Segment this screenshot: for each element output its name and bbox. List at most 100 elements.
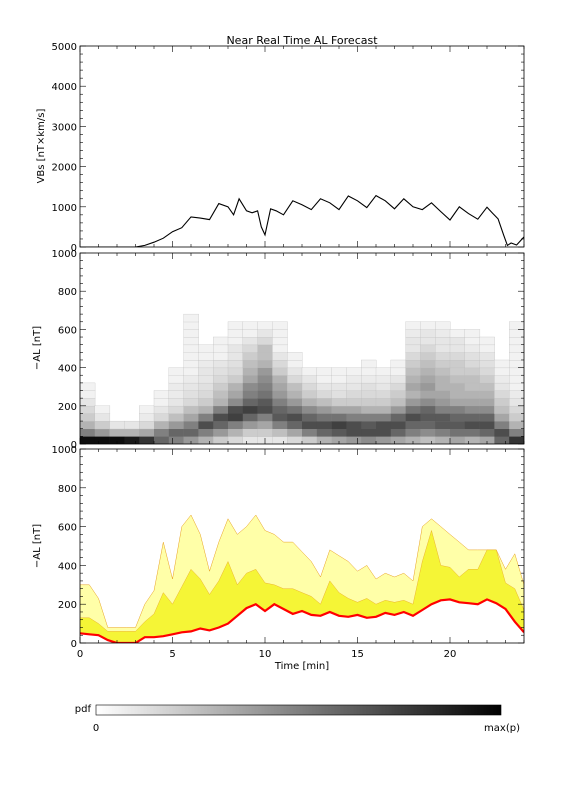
pdf-cell bbox=[479, 359, 495, 369]
pdf-cell bbox=[390, 375, 407, 384]
pdf-cell bbox=[257, 352, 273, 361]
forecast-xtick-label: 15 bbox=[351, 649, 364, 660]
pdf-cell bbox=[494, 367, 510, 376]
pdf-cell bbox=[80, 413, 96, 422]
pdf-cell bbox=[479, 336, 495, 346]
pdf-cell bbox=[316, 421, 332, 429]
pdf-cell bbox=[302, 398, 318, 407]
pdf-cell bbox=[272, 382, 288, 391]
pdf-cell bbox=[124, 436, 140, 444]
pdf-cell bbox=[464, 344, 481, 353]
pdf-cell bbox=[509, 336, 524, 346]
pdf-cell bbox=[287, 390, 303, 399]
pdf-cell bbox=[494, 428, 510, 437]
pdf-cell bbox=[316, 375, 333, 384]
pdf-cell bbox=[183, 428, 199, 437]
pdf-cell bbox=[509, 329, 524, 338]
vbs-y-ticks: 0 1000 2000 3000 4000 5000 bbox=[52, 42, 525, 254]
pdf-cell bbox=[287, 421, 303, 429]
pdf-cell bbox=[139, 405, 155, 414]
pdf-cell bbox=[420, 344, 436, 353]
pdf-cell bbox=[390, 428, 406, 437]
pdf-cell bbox=[494, 390, 510, 399]
pdf-cell bbox=[376, 413, 392, 422]
pdf-cell bbox=[168, 390, 185, 399]
pdf-cell bbox=[139, 428, 155, 437]
vbs-ytick-label: 1000 bbox=[52, 203, 77, 214]
pdf-cell bbox=[509, 344, 524, 353]
pdf-cell bbox=[213, 421, 229, 429]
pdf-cell bbox=[435, 375, 451, 384]
forecast-xtick-label: 10 bbox=[259, 649, 272, 660]
pdf-cell bbox=[183, 436, 199, 444]
pdf-cell bbox=[153, 398, 170, 407]
vbs-ytick-label: 4000 bbox=[52, 82, 77, 93]
pdf-cell bbox=[153, 390, 170, 399]
pdf-cell bbox=[183, 398, 199, 407]
pdf-cell bbox=[346, 405, 362, 414]
pdf-cell bbox=[316, 367, 333, 376]
pdf-cell bbox=[361, 436, 377, 444]
pdf-cell bbox=[242, 352, 259, 361]
colorbar-min-label: 0 bbox=[93, 723, 99, 734]
pdf-cell bbox=[479, 436, 495, 444]
forecast-ytick-label: 200 bbox=[58, 600, 77, 611]
pdf-cell bbox=[213, 382, 229, 391]
pdf-cell bbox=[183, 352, 199, 361]
pdf-cell bbox=[390, 390, 407, 399]
pdf-cell bbox=[405, 390, 421, 399]
pdf-cell bbox=[509, 352, 524, 361]
pdf-cell bbox=[316, 428, 332, 437]
pdf-cell bbox=[213, 375, 229, 384]
pdf-cell bbox=[376, 436, 392, 444]
pdf-cell bbox=[346, 375, 362, 384]
pdf-cell bbox=[287, 405, 303, 414]
pdf-cell bbox=[257, 375, 273, 384]
pdf-cell bbox=[435, 321, 451, 330]
pdf-cell bbox=[124, 420, 140, 430]
pdf-cell bbox=[464, 398, 480, 407]
pdf-cell bbox=[331, 436, 347, 444]
pdf-cell bbox=[361, 359, 377, 369]
pdf-cell bbox=[213, 405, 229, 414]
vbs-ytick-label: 0 bbox=[71, 243, 77, 254]
pdf-cell bbox=[94, 405, 111, 414]
pdf-cell bbox=[198, 375, 214, 384]
pdf-cell bbox=[316, 382, 333, 391]
pdf-cell bbox=[376, 428, 392, 437]
pdf-cell bbox=[509, 382, 524, 391]
colorbar-gradient bbox=[95, 704, 502, 716]
pdf-cell bbox=[242, 405, 258, 414]
pdf-cell bbox=[390, 413, 406, 422]
pdf-cell bbox=[435, 367, 451, 376]
pdf-cell bbox=[450, 398, 466, 407]
pdf-cell bbox=[375, 382, 392, 391]
pdf-cell bbox=[183, 344, 199, 353]
pdf-cell bbox=[420, 321, 436, 330]
vbs-ytick-label: 3000 bbox=[52, 122, 77, 133]
pdf-cell bbox=[464, 413, 480, 422]
pdf-cell bbox=[183, 321, 199, 330]
pdf-cell bbox=[450, 421, 466, 429]
pdf-cell bbox=[257, 321, 273, 330]
vbs-series-line bbox=[80, 194, 524, 247]
pdf-cell bbox=[361, 390, 377, 399]
pdf-cell bbox=[346, 421, 362, 429]
pdf-cell bbox=[435, 344, 451, 353]
pdf-cell bbox=[509, 398, 524, 407]
pdf-cell bbox=[168, 421, 184, 429]
pdf-cell bbox=[405, 336, 421, 346]
pdf-cell bbox=[287, 367, 303, 376]
pdf-cell bbox=[198, 352, 214, 361]
pdf-cell bbox=[257, 405, 273, 414]
pdf-cell bbox=[272, 413, 288, 422]
pdf-cell bbox=[227, 329, 244, 338]
pdf-cell bbox=[420, 390, 436, 399]
pdf-cell bbox=[331, 405, 347, 414]
forecast-ytick-label: 1000 bbox=[52, 445, 77, 456]
pdf-cell bbox=[228, 390, 244, 399]
pdf-cell bbox=[509, 375, 524, 384]
pdf-cell bbox=[509, 367, 524, 376]
pdf-cell bbox=[302, 421, 318, 429]
pdf-cell bbox=[405, 421, 421, 429]
